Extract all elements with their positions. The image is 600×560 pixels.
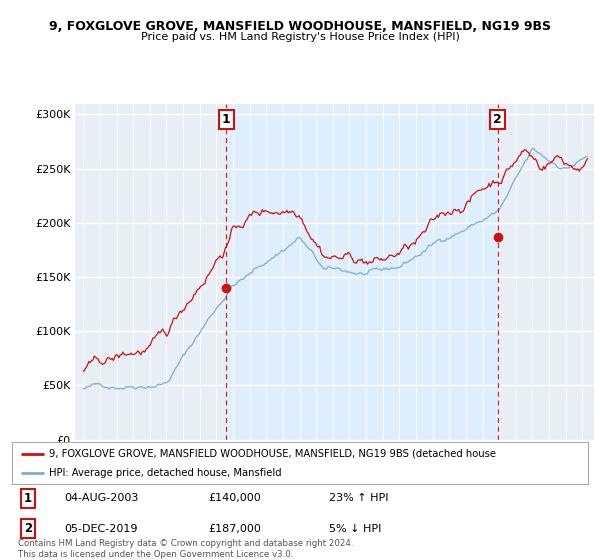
Text: 05-DEC-2019: 05-DEC-2019 <box>64 524 137 534</box>
Text: Price paid vs. HM Land Registry's House Price Index (HPI): Price paid vs. HM Land Registry's House … <box>140 32 460 43</box>
Text: 23% ↑ HPI: 23% ↑ HPI <box>329 493 388 503</box>
Text: 9, FOXGLOVE GROVE, MANSFIELD WOODHOUSE, MANSFIELD, NG19 9BS (detached house: 9, FOXGLOVE GROVE, MANSFIELD WOODHOUSE, … <box>49 449 496 459</box>
Text: 2: 2 <box>493 113 502 127</box>
Text: Contains HM Land Registry data © Crown copyright and database right 2024.
This d: Contains HM Land Registry data © Crown c… <box>18 539 353 559</box>
Text: 1: 1 <box>24 492 32 505</box>
Text: 2: 2 <box>24 522 32 535</box>
Text: 5% ↓ HPI: 5% ↓ HPI <box>329 524 381 534</box>
Text: 1: 1 <box>221 113 230 127</box>
Text: £187,000: £187,000 <box>208 524 261 534</box>
Text: £140,000: £140,000 <box>208 493 260 503</box>
Text: 9, FOXGLOVE GROVE, MANSFIELD WOODHOUSE, MANSFIELD, NG19 9BS: 9, FOXGLOVE GROVE, MANSFIELD WOODHOUSE, … <box>49 20 551 32</box>
Text: 04-AUG-2003: 04-AUG-2003 <box>64 493 138 503</box>
Bar <box>226 104 498 440</box>
Text: HPI: Average price, detached house, Mansfield: HPI: Average price, detached house, Mans… <box>49 468 282 478</box>
